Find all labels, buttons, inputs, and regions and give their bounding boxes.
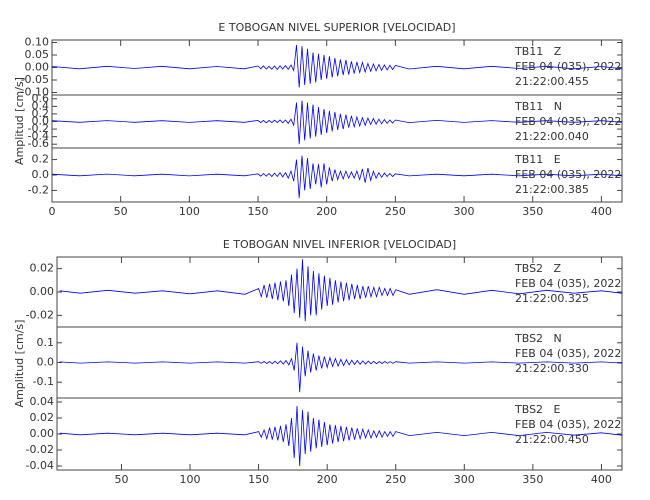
y-tick-label: 0.4 [32, 99, 50, 112]
x-tick-label: 400 [591, 205, 612, 218]
x-tick-label: 300 [454, 205, 475, 218]
y-tick-label: -0.04 [26, 459, 54, 472]
y-tick-label: 0.1 [37, 336, 55, 349]
date-label: FEB 04 (035), 2022 [515, 60, 621, 73]
x-tick-label: 200 [317, 473, 338, 486]
station-label: TBS2 E [514, 403, 561, 416]
time-label: 21:22:00.385 [515, 183, 589, 196]
time-label: 21:22:00.330 [515, 362, 589, 375]
date-label: FEB 04 (035), 2022 [515, 418, 621, 431]
y-tick-label: 0.00 [25, 61, 50, 74]
date-label: FEB 04 (035), 2022 [515, 115, 621, 128]
time-label: 21:22:00.040 [515, 130, 589, 143]
y-tick-label: -0.2 [28, 122, 49, 135]
y-tick-label: 0.04 [30, 395, 55, 408]
station-label: TB11 Z [514, 45, 562, 58]
station-label: TBS2 Z [514, 262, 562, 275]
x-tick-label: 50 [114, 205, 128, 218]
x-tick-label: 400 [591, 473, 612, 486]
y-tick-label: -0.05 [21, 73, 49, 86]
y-tick-label: -0.10 [21, 86, 49, 99]
time-label: 21:22:00.455 [515, 75, 589, 88]
y-tick-label: -0.1 [33, 375, 54, 388]
x-tick-label: 200 [316, 205, 337, 218]
waveform [51, 44, 623, 88]
y-tick-label: -0.4 [28, 130, 49, 143]
x-tick-label: 350 [522, 205, 543, 218]
x-tick-label: 100 [180, 473, 201, 486]
y-tick-label: 0.0 [32, 115, 50, 128]
chart-title: E TOBOGAN NIVEL SUPERIOR [VELOCIDAD] [218, 21, 455, 34]
y-tick-label: 0.2 [32, 153, 50, 166]
x-tick-label: 150 [248, 205, 269, 218]
x-tick-label: 300 [454, 473, 475, 486]
y-tick-label: -0.02 [26, 308, 54, 321]
y-tick-label: 0.02 [30, 262, 55, 275]
time-label: 21:22:00.450 [515, 433, 589, 446]
date-label: FEB 04 (035), 2022 [515, 168, 621, 181]
y-tick-label: 0.00 [30, 285, 55, 298]
chart-title: E TOBOGAN NIVEL INFERIOR [VELOCIDAD] [223, 238, 456, 251]
y-tick-label: -0.6 [28, 137, 49, 150]
y-tick-label: 0.0 [37, 356, 55, 369]
station-label: TB11 E [514, 153, 561, 166]
y-tick-label: 0.6 [32, 92, 50, 105]
y-axis-label: Amplitud [cm/s] [13, 77, 26, 165]
y-tick-label: -0.02 [26, 443, 54, 456]
time-label: 21:22:00.325 [515, 292, 589, 305]
x-tick-label: 250 [385, 205, 406, 218]
y-axis-label: Amplitud [cm/s] [13, 320, 26, 408]
y-tick-label: 0.05 [25, 48, 50, 61]
waveform [59, 259, 623, 322]
y-tick-label: 0.2 [32, 107, 50, 120]
y-tick-label: 0.10 [25, 36, 50, 49]
date-label: FEB 04 (035), 2022 [515, 277, 621, 290]
date-label: FEB 04 (035), 2022 [515, 347, 621, 360]
station-label: TB11 N [514, 100, 562, 113]
waveform [59, 342, 623, 393]
waveform [51, 155, 623, 199]
x-tick-label: 350 [522, 473, 543, 486]
x-tick-label: 50 [114, 473, 128, 486]
x-tick-label: 150 [248, 473, 269, 486]
y-tick-label: 0.0 [32, 168, 50, 181]
station-label: TBS2 N [514, 332, 562, 345]
y-tick-label: -0.2 [28, 183, 49, 196]
y-tick-label: 0.00 [30, 427, 55, 440]
y-tick-label: 0.02 [30, 411, 55, 424]
x-tick-label: 100 [179, 205, 200, 218]
x-tick-label: 250 [385, 473, 406, 486]
waveform [59, 405, 623, 467]
waveform [51, 100, 623, 145]
x-tick-label: 0 [49, 205, 56, 218]
